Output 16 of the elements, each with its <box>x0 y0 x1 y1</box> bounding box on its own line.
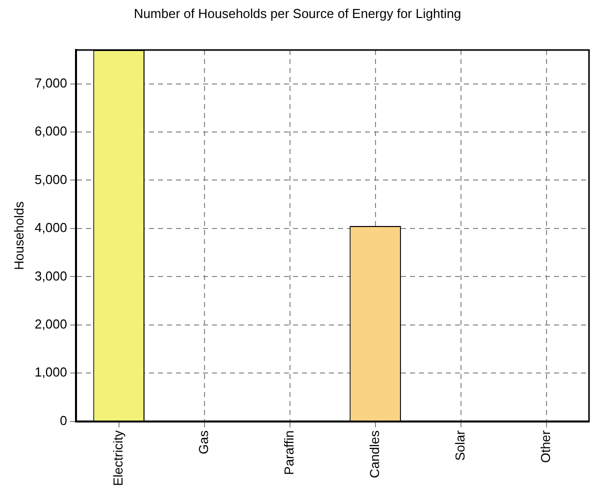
y-tick-label: 0 <box>60 412 68 428</box>
y-tick-label: 6,000 <box>34 124 68 139</box>
x-tick-label: Other <box>538 430 553 463</box>
x-tick-label: Electricity <box>110 430 126 486</box>
x-tick-label: Gas <box>196 430 211 454</box>
x-tick-label: Candles <box>366 430 382 478</box>
y-tick-label: 7,000 <box>34 75 68 90</box>
x-tick-label: Paraffin <box>281 430 296 475</box>
chart-title: Number of Households per Source of Energy for Lighting <box>132 6 462 21</box>
y-tick-label: 5,000 <box>34 172 68 187</box>
y-tick-label: 1,000 <box>34 364 68 380</box>
y-tick-label: 3,000 <box>34 268 68 284</box>
y-tick-label: 4,000 <box>34 220 68 236</box>
y-tick-label: 2,000 <box>34 316 68 332</box>
x-tick-label: Solar <box>452 430 468 461</box>
y-axis-title: Households <box>11 200 26 270</box>
